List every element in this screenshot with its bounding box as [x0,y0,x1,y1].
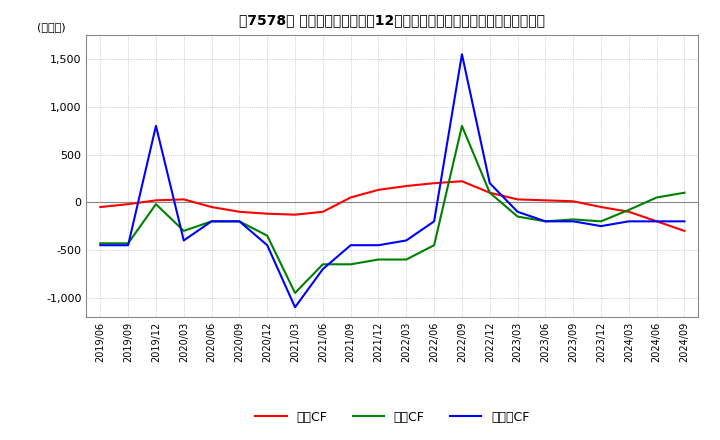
営業CF [235,209,243,214]
投資CF [152,202,161,207]
営業CF [624,209,633,214]
投資CF [318,262,327,267]
フリーCF [680,219,689,224]
投資CF [541,219,550,224]
投資CF [569,217,577,222]
フリーCF [291,304,300,310]
投資CF [235,219,243,224]
フリーCF [569,219,577,224]
投資CF [291,290,300,296]
フリーCF [652,219,661,224]
営業CF [541,198,550,203]
フリーCF [485,180,494,186]
営業CF [569,198,577,204]
投資CF [402,257,410,262]
営業CF [124,202,132,207]
営業CF [179,197,188,202]
投資CF [624,207,633,213]
投資CF [652,195,661,200]
営業CF [597,205,606,210]
営業CF [346,195,355,200]
フリーCF [430,219,438,224]
Line: 営業CF: 営業CF [100,181,685,231]
投資CF [680,190,689,195]
投資CF [374,257,383,262]
投資CF [485,190,494,195]
フリーCF [458,51,467,57]
フリーCF [402,238,410,243]
投資CF [513,214,522,219]
フリーCF [263,242,271,248]
投資CF [597,219,606,224]
フリーCF [624,219,633,224]
フリーCF [541,219,550,224]
営業CF [402,183,410,189]
営業CF [485,190,494,195]
フリーCF [346,242,355,248]
営業CF [652,219,661,224]
Title: 【7578】 キャッシュフローの12か月移動合計の対前年同期増減額の推移: 【7578】 キャッシュフローの12か月移動合計の対前年同期増減額の推移 [239,13,546,27]
営業CF [458,179,467,184]
Line: フリーCF: フリーCF [100,54,685,307]
フリーCF [179,238,188,243]
フリーCF [207,219,216,224]
フリーCF [597,224,606,229]
Legend: 営業CF, 投資CF, フリーCF: 営業CF, 投資CF, フリーCF [251,406,534,429]
投資CF [430,242,438,248]
営業CF [680,228,689,234]
営業CF [152,198,161,203]
営業CF [374,187,383,192]
営業CF [318,209,327,214]
フリーCF [374,242,383,248]
投資CF [207,219,216,224]
営業CF [513,197,522,202]
営業CF [263,211,271,216]
フリーCF [318,267,327,272]
営業CF [430,180,438,186]
フリーCF [152,123,161,128]
投資CF [124,241,132,246]
営業CF [207,205,216,210]
Text: (百万円): (百万円) [37,22,66,33]
フリーCF [124,242,132,248]
投資CF [458,123,467,128]
投資CF [179,228,188,234]
投資CF [263,233,271,238]
投資CF [346,262,355,267]
投資CF [96,241,104,246]
フリーCF [513,209,522,214]
フリーCF [235,219,243,224]
営業CF [291,212,300,217]
営業CF [96,205,104,210]
フリーCF [96,242,104,248]
Line: 投資CF: 投資CF [100,126,685,293]
